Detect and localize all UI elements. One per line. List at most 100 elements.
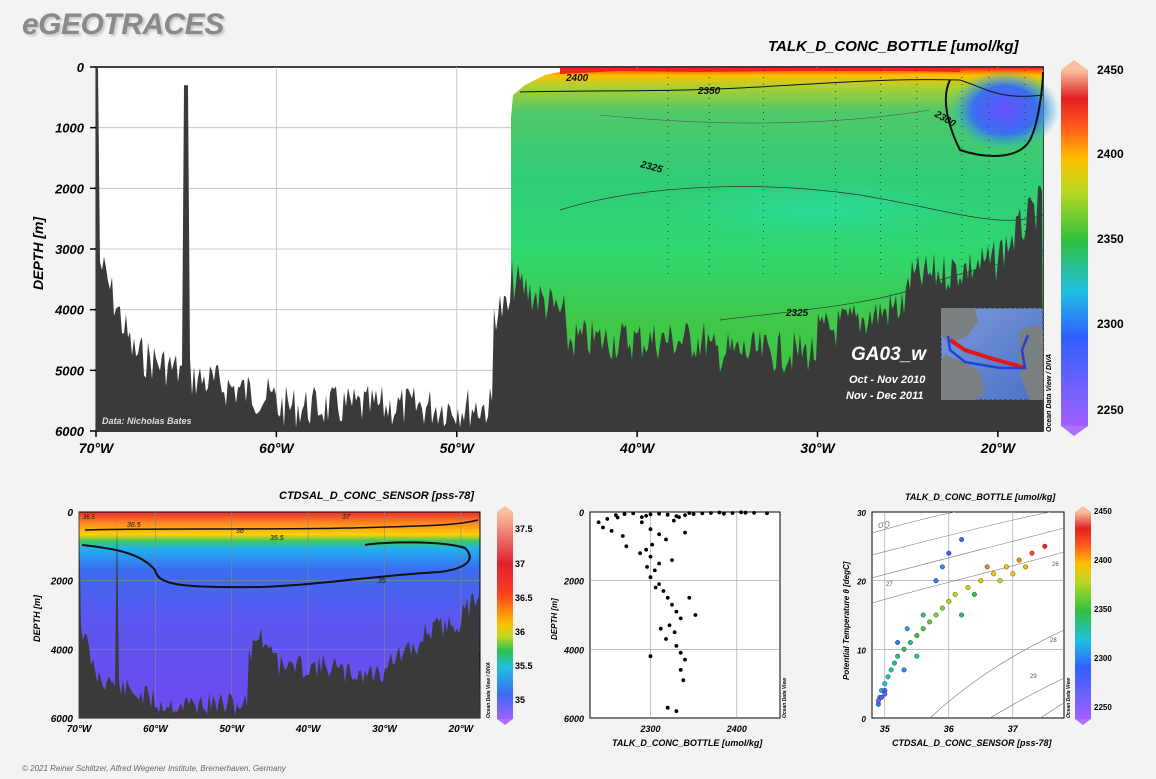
data-point bbox=[971, 591, 977, 597]
main-plot-area: 2400 2350 2325 2300 2325 bbox=[95, 66, 1060, 432]
colorbar-tick: 2250 bbox=[1097, 403, 1124, 417]
data-point bbox=[927, 619, 933, 625]
colorbar-tick: 2450 bbox=[1094, 507, 1112, 516]
x-tick-label: 60°W bbox=[259, 440, 295, 456]
data-point bbox=[671, 518, 676, 523]
data-point bbox=[631, 511, 636, 516]
main-axes: 70°W 60°W 50°W 40°W 30°W 20°W 0 1000 2000 3000 400… bbox=[54, 60, 1017, 456]
data-point bbox=[882, 691, 888, 697]
data-point bbox=[670, 602, 674, 607]
y-tick-label: 0 bbox=[77, 60, 85, 75]
isopycnal-label: 29 bbox=[1030, 674, 1037, 680]
isopycnal-label: 28 bbox=[1050, 638, 1057, 644]
x-tick-label: 70°W bbox=[79, 440, 115, 456]
contour-label: 2325 bbox=[785, 308, 809, 319]
data-point bbox=[743, 510, 748, 515]
data-point bbox=[665, 705, 670, 710]
data-point bbox=[687, 595, 692, 600]
data-point bbox=[959, 612, 965, 618]
data-point bbox=[624, 544, 629, 549]
data-point bbox=[997, 578, 1003, 584]
ts-x-axis-label: CTDSAL_D_CONC_SENSOR [pss-78] bbox=[892, 738, 1052, 748]
watermark: Ocean Data View / DIVA bbox=[486, 662, 492, 718]
data-point bbox=[622, 512, 627, 516]
data-point bbox=[885, 674, 891, 680]
data-point bbox=[920, 626, 926, 632]
data-point bbox=[683, 513, 687, 517]
y-tick-label: 2000 bbox=[563, 577, 584, 587]
data-point bbox=[661, 589, 666, 593]
contour-label: 2400 bbox=[565, 73, 589, 84]
contour-label: 36 bbox=[236, 528, 244, 535]
data-point bbox=[765, 511, 769, 516]
salinity-colorbar bbox=[497, 506, 513, 725]
y-tick-label: 6000 bbox=[51, 714, 74, 725]
x-tick-label: 40°W bbox=[295, 724, 322, 735]
ts-plot-area: σ0 26 27 28 29 bbox=[871, 511, 1065, 719]
data-point bbox=[653, 585, 658, 590]
y-tick-label: 2000 bbox=[54, 181, 85, 196]
low-alkalinity-patch bbox=[950, 70, 1060, 150]
y-tick-label: 6000 bbox=[564, 714, 584, 724]
watermark: Ocean Data View bbox=[782, 677, 788, 718]
data-point bbox=[650, 542, 655, 547]
colorbar-tick: 2400 bbox=[1094, 556, 1112, 565]
isopycnal-label: 27 bbox=[886, 582, 893, 588]
data-point bbox=[683, 530, 687, 535]
y-tick-label: 4000 bbox=[563, 645, 584, 655]
data-point bbox=[638, 551, 642, 556]
data-point bbox=[657, 561, 661, 566]
data-point bbox=[888, 667, 894, 673]
data-point bbox=[664, 537, 668, 542]
data-point bbox=[609, 529, 614, 533]
data-point bbox=[1016, 557, 1022, 563]
data-point bbox=[658, 626, 663, 631]
data-point bbox=[657, 511, 661, 516]
data-point bbox=[687, 511, 692, 515]
data-point bbox=[1029, 550, 1035, 556]
contour-label: 37 bbox=[342, 514, 351, 521]
data-point bbox=[667, 623, 672, 628]
data-point bbox=[1042, 543, 1048, 549]
data-point bbox=[644, 513, 648, 518]
x-tick-label: 20°W bbox=[980, 440, 1017, 456]
ts-axes: 35 36 37 0 10 20 30 bbox=[856, 509, 1019, 734]
data-point bbox=[901, 646, 907, 652]
data-point bbox=[674, 609, 679, 614]
section-label: GA03_w bbox=[851, 344, 926, 365]
data-point bbox=[605, 517, 610, 521]
x-tick-label: 2400 bbox=[726, 724, 747, 734]
data-point bbox=[991, 571, 997, 577]
y-tick-label: 5000 bbox=[55, 363, 85, 378]
colorbar-tick: 36.5 bbox=[515, 593, 533, 603]
brand-logo: eGEOTRACES bbox=[22, 8, 224, 41]
data-point bbox=[752, 511, 756, 515]
colorbar-tick: 2350 bbox=[1094, 605, 1112, 614]
main-colorbar bbox=[1061, 60, 1088, 436]
salinity-y-axis-label: DEPTH [m] bbox=[32, 595, 42, 642]
cruise-date: Oct - Nov 2010 bbox=[849, 374, 926, 386]
data-point bbox=[644, 547, 648, 552]
data-point bbox=[652, 568, 657, 573]
data-point bbox=[674, 644, 679, 648]
colorbar-tick: 37 bbox=[515, 559, 526, 569]
data-point bbox=[879, 694, 885, 700]
ts-y-axis-label: Potential Temperature θ [degC] bbox=[842, 561, 851, 680]
isopycnal-label: 26 bbox=[1052, 562, 1059, 568]
data-point bbox=[615, 515, 620, 520]
data-point bbox=[648, 554, 653, 559]
data-point bbox=[952, 591, 958, 597]
data-point bbox=[620, 534, 625, 538]
data-point bbox=[739, 510, 743, 515]
colorbar-tick: 2400 bbox=[1097, 147, 1124, 161]
data-point bbox=[939, 564, 945, 570]
profile-plot-area bbox=[589, 510, 781, 719]
data-point bbox=[1010, 571, 1016, 577]
colorbar-tick: 2300 bbox=[1097, 317, 1124, 331]
cruise-track-map bbox=[940, 307, 1044, 401]
colorbar-tick: 37.5 bbox=[515, 524, 533, 534]
data-credit: Data: Nicholas Bates bbox=[102, 416, 192, 426]
data-point bbox=[914, 633, 920, 639]
data-point bbox=[978, 578, 984, 584]
